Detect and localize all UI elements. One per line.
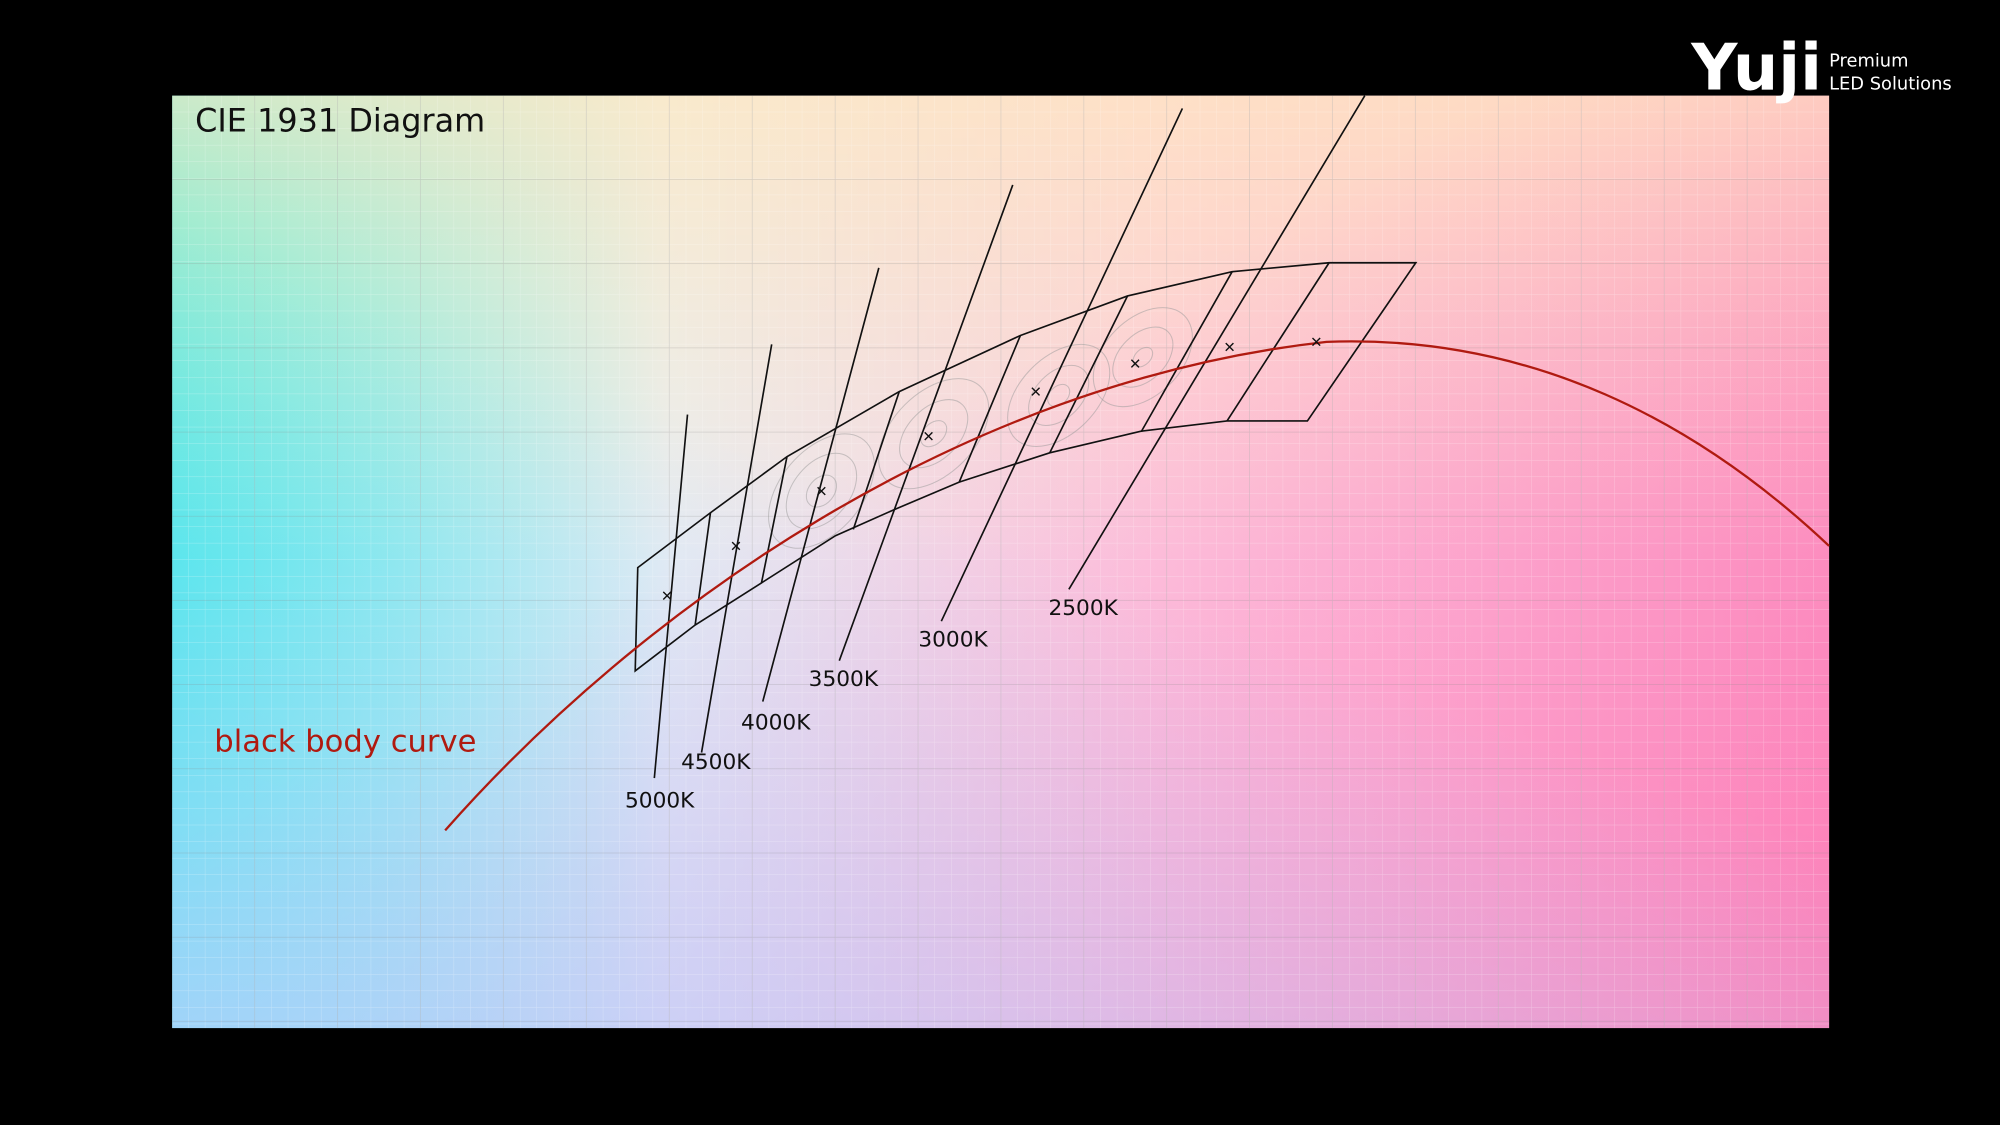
logo-name: Yuji xyxy=(1690,31,1822,105)
black-body-curve xyxy=(444,340,1830,832)
logo-tagline: LED Solutions xyxy=(1829,73,1952,94)
cct-label: 3500K xyxy=(809,667,879,692)
panel xyxy=(172,95,1830,1029)
cct-label: 2500K xyxy=(1048,596,1118,621)
logo: Yuji Premium LED Solutions xyxy=(1690,31,1951,105)
title: CIE 1931 Diagram xyxy=(195,101,485,139)
cct-label: 4000K xyxy=(741,711,811,736)
curve-label: black body curve xyxy=(214,724,476,759)
cct-label: 4500K xyxy=(681,750,751,775)
logo-tagline: Premium xyxy=(1829,50,1908,71)
cct-label: 5000K xyxy=(625,788,695,813)
quadrangles xyxy=(634,95,1418,779)
cct-label: 3000K xyxy=(918,628,988,653)
cct-points xyxy=(662,337,1321,600)
